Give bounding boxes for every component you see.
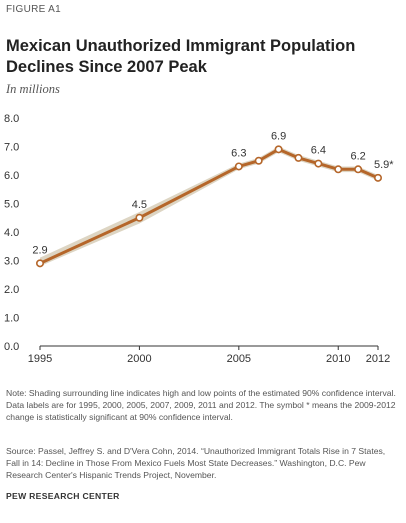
figure-label: FIGURE A1	[6, 4, 61, 15]
y-tick-label-3: 3.0	[4, 256, 19, 268]
chart-title-line-2: Declines Since 2007 Peak	[6, 58, 207, 76]
chart-source: Source: Passel, Jeffrey S. and D'Vera Co…	[6, 446, 386, 480]
series-line	[39, 147, 379, 265]
x-tick-label-4: 2012	[366, 353, 390, 365]
chart-note: Note: Shading surrounding line indicates…	[6, 388, 396, 422]
data-point-2007	[274, 145, 283, 154]
x-tick-label-3: 2010	[326, 353, 350, 365]
y-tick-label-1: 1.0	[4, 313, 19, 325]
confidence-band	[40, 146, 378, 267]
data-label-2005: 6.3	[231, 147, 246, 159]
brand-name: PEW RESEARCH CENTER	[6, 491, 120, 501]
data-point-2012	[373, 173, 382, 182]
y-tick-label-6: 6.0	[4, 170, 19, 182]
data-label-2009: 6.4	[311, 145, 326, 157]
x-tick-label-0: 1995	[28, 353, 52, 365]
y-tick-label-7: 7.0	[4, 142, 19, 154]
chart-subtitle: In millions	[6, 82, 60, 96]
data-point-2010	[334, 165, 343, 174]
x-tick-label-2: 2005	[227, 353, 251, 365]
data-point-2006	[254, 156, 263, 165]
y-tick-label-0: 0.0	[4, 341, 19, 353]
data-label-1995: 2.9	[32, 244, 47, 256]
data-label-2000: 4.5	[132, 199, 147, 211]
data-label-2007: 6.9	[271, 130, 286, 142]
data-point-2009	[314, 159, 323, 168]
data-point-1995	[35, 259, 44, 268]
data-point-2008	[294, 153, 303, 162]
y-tick-label-4: 4.0	[4, 227, 19, 239]
y-tick-label-8: 8.0	[4, 113, 19, 125]
line-chart: 0.0 1.0 2.0 3.0 4.0 5.0 6.0 7.0 8.0 1995 2000 2005 2…	[4, 113, 394, 365]
chart-title: Mexican Unauthorized Immigrant Populatio…	[6, 36, 396, 78]
data-label-2011: 6.2	[350, 150, 365, 162]
data-point-2011	[354, 165, 363, 174]
data-point-2000	[135, 213, 144, 222]
x-tick-label-1: 2000	[127, 353, 151, 365]
chart-title-line-1: Mexican Unauthorized Immigrant Populatio…	[6, 37, 356, 55]
y-tick-label-5: 5.0	[4, 199, 19, 211]
y-tick-label-2: 2.0	[4, 284, 19, 296]
data-label-2012: 5.9*	[374, 159, 394, 171]
data-point-2005	[234, 162, 243, 171]
